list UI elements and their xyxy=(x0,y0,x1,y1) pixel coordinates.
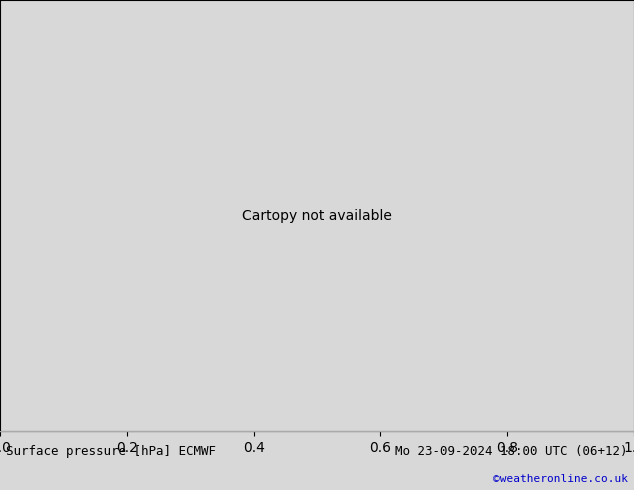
Text: Cartopy not available: Cartopy not available xyxy=(242,209,392,222)
Text: Mo 23-09-2024 18:00 UTC (06+12): Mo 23-09-2024 18:00 UTC (06+12) xyxy=(395,445,628,458)
Text: ©weatheronline.co.uk: ©weatheronline.co.uk xyxy=(493,474,628,485)
Text: Surface pressure [hPa] ECMWF: Surface pressure [hPa] ECMWF xyxy=(6,445,216,458)
